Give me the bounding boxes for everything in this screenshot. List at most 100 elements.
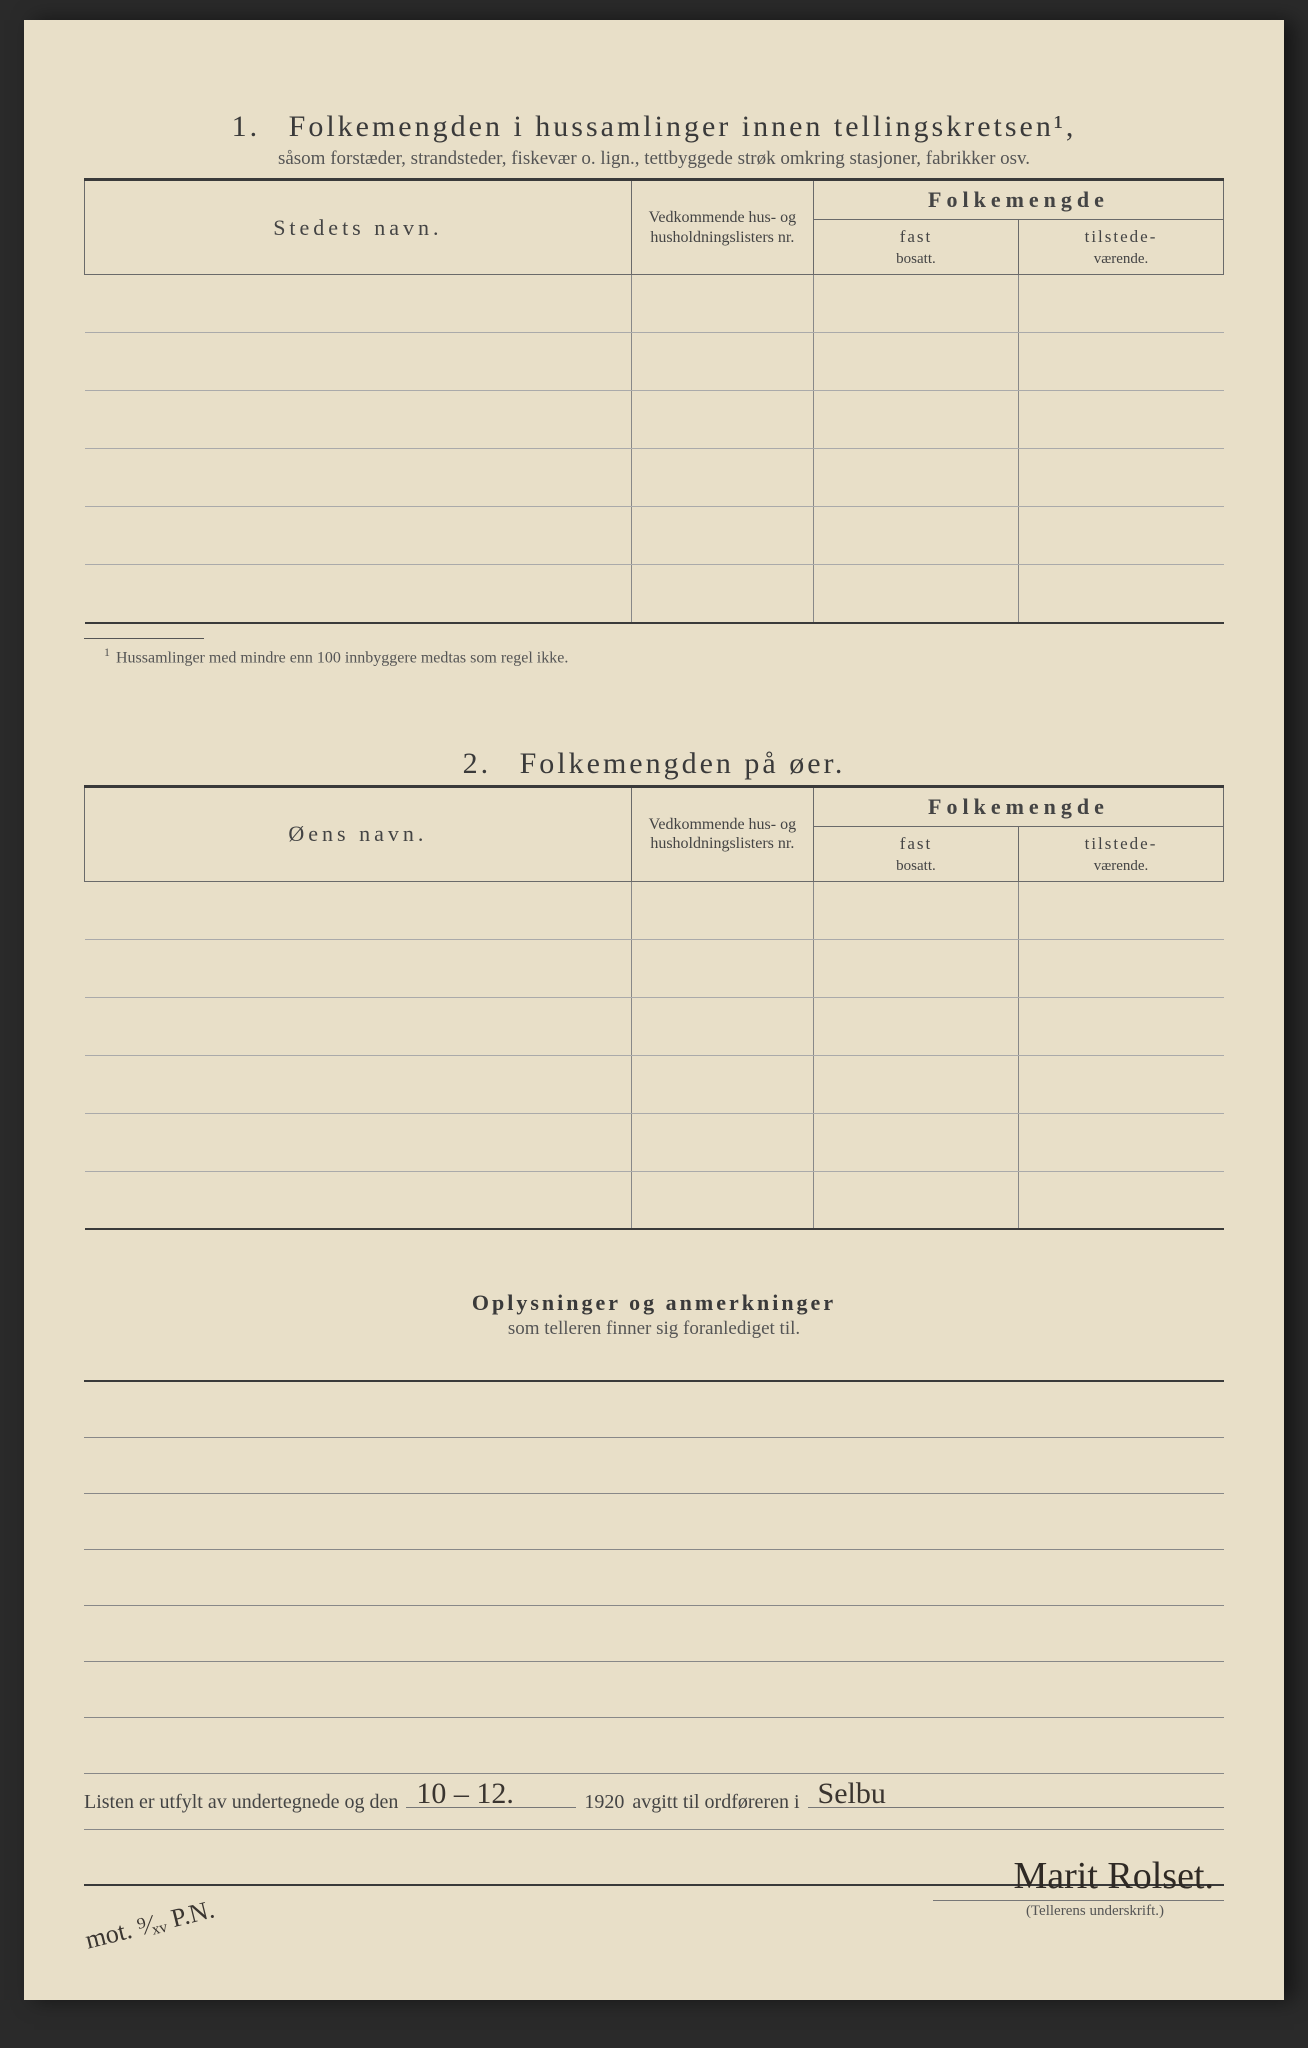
table-cell: [85, 881, 632, 939]
place-blank: Selbu: [808, 1807, 1224, 1808]
table-row: [85, 391, 1224, 449]
table-cell: [813, 1171, 1018, 1229]
remarks-subtitle: som telleren finner sig foranlediget til…: [84, 1318, 1224, 1340]
handwritten-place: Selbu: [818, 1777, 886, 1811]
table-row: [85, 1171, 1224, 1229]
table-cell: [85, 1055, 632, 1113]
document-page: 1. Folkemengden i hussamlinger innen tel…: [24, 20, 1284, 2000]
table-cell: [1018, 449, 1223, 507]
col-group-header-2: Folkemengde: [813, 786, 1223, 826]
table-row: [85, 1113, 1224, 1171]
section1-footnote: 1Hussamlinger med mindre enn 100 innbygg…: [84, 645, 1224, 667]
table-row: [85, 997, 1224, 1055]
table-cell: [85, 507, 632, 565]
table-cell: [813, 1055, 1018, 1113]
table-cell: [631, 565, 813, 623]
table-cell: [631, 997, 813, 1055]
col-fast-header: fast bosatt.: [813, 220, 1018, 275]
section2-title-text: Folkemengden på øer.: [520, 747, 846, 780]
table-cell: [813, 939, 1018, 997]
handwritten-date: 10 – 12.: [416, 1777, 514, 1811]
col-name-header-2: Øens navn.: [85, 786, 632, 881]
table-cell: [85, 449, 632, 507]
handwritten-signature: Marit Rolset.: [933, 1854, 1224, 1901]
sig-year: 1920: [584, 1791, 624, 1814]
col-ref-header-2: Vedkommende hus- og husholdningslisters …: [631, 786, 813, 881]
col-tilstede-header-2: tilstede- værende.: [1018, 826, 1223, 881]
signature-line-2: Marit Rolset.: [84, 1854, 1224, 1901]
table-cell: [85, 333, 632, 391]
table-row: [85, 275, 1224, 333]
table-cell: [1018, 1171, 1223, 1229]
table-cell: [85, 565, 632, 623]
table-cell: [1018, 391, 1223, 449]
section1-number: 1.: [232, 110, 261, 143]
table-cell: [631, 1055, 813, 1113]
table-cell: [1018, 1113, 1223, 1171]
table-cell: [85, 275, 632, 333]
table-cell: [813, 391, 1018, 449]
section2-title: 2. Folkemengden på øer.: [84, 747, 1224, 781]
signature-line-1: Listen er utfylt av undertegnede og den …: [84, 1791, 1224, 1814]
table-cell: [85, 997, 632, 1055]
table-cell: [1018, 333, 1223, 391]
section2: 2. Folkemengden på øer. Øens navn. Vedko…: [84, 747, 1224, 1231]
section1-title-text: Folkemengden i hussamlinger innen tellin…: [289, 110, 1077, 143]
col-ref-header: Vedkommende hus- og husholdningslisters …: [631, 180, 813, 275]
table-cell: [631, 1113, 813, 1171]
table-cell: [813, 449, 1018, 507]
remarks-line: [84, 1494, 1224, 1550]
table-cell: [85, 1171, 632, 1229]
remarks-line: [84, 1606, 1224, 1662]
col-name-header: Stedets navn.: [85, 180, 632, 275]
remarks-title: Oplysninger og anmerkninger: [84, 1290, 1224, 1316]
section1-title: 1. Folkemengden i hussamlinger innen tel…: [84, 110, 1224, 144]
table-cell: [1018, 565, 1223, 623]
table-cell: [85, 1113, 632, 1171]
table-cell: [85, 939, 632, 997]
remarks-line: [84, 1662, 1224, 1718]
table-row: [85, 449, 1224, 507]
table-row: [85, 939, 1224, 997]
table-cell: [631, 881, 813, 939]
table-cell: [813, 1113, 1018, 1171]
date-blank: 10 – 12.: [406, 1807, 576, 1808]
table-cell: [631, 1171, 813, 1229]
sig-text-a: Listen er utfylt av undertegnede og den: [84, 1791, 398, 1814]
remarks-line: [84, 1718, 1224, 1774]
table-cell: [1018, 997, 1223, 1055]
remarks-block: Oplysninger og anmerkninger som telleren…: [84, 1290, 1224, 1340]
remarks-line: [84, 1550, 1224, 1606]
table-cell: [813, 507, 1018, 565]
table-cell: [1018, 507, 1223, 565]
table-cell: [1018, 881, 1223, 939]
remarks-line: [84, 1438, 1224, 1494]
table-cell: [1018, 275, 1223, 333]
table-cell: [813, 565, 1018, 623]
section2-number: 2.: [463, 747, 492, 780]
col-group-header: Folkemengde: [813, 180, 1223, 220]
col-tilstede-header: tilstede- værende.: [1018, 220, 1223, 275]
section1-table: Stedets navn. Vedkommende hus- og hushol…: [84, 178, 1224, 624]
table-cell: [1018, 939, 1223, 997]
remarks-line: [84, 1382, 1224, 1438]
table-cell: [631, 939, 813, 997]
table-cell: [631, 275, 813, 333]
table-cell: [631, 391, 813, 449]
table-row: [85, 565, 1224, 623]
table-cell: [813, 881, 1018, 939]
table-cell: [813, 275, 1018, 333]
table-cell: [631, 449, 813, 507]
table-row: [85, 333, 1224, 391]
signature-caption: (Tellerens underskrift.): [84, 1903, 1224, 1920]
table-cell: [813, 997, 1018, 1055]
sig-text-b: avgitt til ordføreren i: [632, 1791, 799, 1814]
table-cell: [813, 333, 1018, 391]
table-cell: [85, 391, 632, 449]
table-cell: [631, 507, 813, 565]
section2-body: [85, 881, 1224, 1229]
section2-table: Øens navn. Vedkommende hus- og husholdni…: [84, 785, 1224, 1231]
section1-subtitle: såsom forstæder, strandsteder, fiskevær …: [84, 148, 1224, 170]
col-fast-header-2: fast bosatt.: [813, 826, 1018, 881]
table-cell: [1018, 1055, 1223, 1113]
